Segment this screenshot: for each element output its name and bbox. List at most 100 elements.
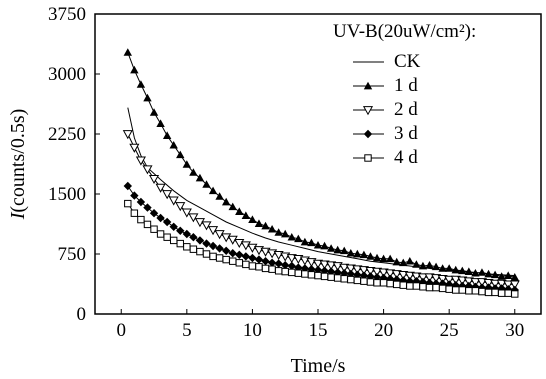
data-point — [163, 233, 171, 241]
data-point — [404, 271, 415, 281]
data-point — [255, 263, 263, 271]
data-point — [300, 237, 310, 246]
data-point — [181, 208, 192, 218]
data-point — [359, 250, 369, 259]
x-axis: 0 5 10 15 20 25 30 — [116, 309, 524, 341]
data-point — [445, 285, 453, 293]
data-point — [471, 269, 480, 277]
data-point — [182, 229, 192, 239]
data-point — [412, 282, 421, 290]
data-point — [312, 259, 324, 269]
data-point — [241, 211, 251, 219]
x-tick-label: 25 — [440, 320, 459, 341]
data-point — [406, 282, 414, 290]
data-point — [417, 273, 428, 283]
data-point — [228, 249, 237, 258]
data-point — [201, 221, 212, 231]
data-point — [188, 213, 199, 223]
data-point — [314, 271, 322, 280]
data-point — [136, 197, 146, 207]
data-point — [418, 261, 428, 270]
data-point — [182, 160, 192, 168]
data-point — [208, 186, 218, 195]
data-point — [261, 264, 270, 273]
data-point — [287, 233, 296, 241]
data-point — [248, 253, 257, 263]
data-point — [162, 217, 172, 227]
data-point — [176, 239, 184, 248]
data-point — [274, 228, 283, 236]
data-point — [391, 270, 402, 280]
data-point — [196, 247, 204, 256]
data-point — [392, 257, 401, 266]
data-point — [242, 260, 250, 269]
data-point — [222, 255, 230, 264]
legend-label: CK — [394, 51, 421, 72]
data-point — [194, 218, 205, 228]
data-point — [476, 278, 488, 288]
data-point — [248, 215, 257, 223]
legend-label: 4 d — [394, 147, 418, 168]
data-point — [143, 203, 152, 212]
x-tick-label: 5 — [182, 320, 192, 341]
data-point — [432, 283, 440, 292]
data-point — [149, 209, 159, 218]
data-point — [458, 286, 466, 294]
data-point — [202, 250, 211, 258]
data-point — [228, 202, 237, 211]
data-point — [247, 243, 258, 253]
data-point — [509, 280, 520, 290]
data-point — [431, 274, 442, 284]
data-point — [170, 236, 178, 245]
data-point — [162, 190, 173, 200]
y-tick-label: 2250 — [48, 124, 86, 145]
data-point — [195, 173, 205, 182]
data-point — [496, 279, 507, 289]
data-point — [208, 241, 218, 251]
data-point — [307, 271, 316, 279]
data-point — [478, 287, 486, 296]
data-point — [419, 283, 427, 291]
legend: UV-B(20uW/cm²): CK 1 d 2 d 3 d 4 d — [333, 21, 476, 168]
data-point — [333, 245, 342, 254]
x-tick-label: 20 — [374, 320, 393, 341]
y-tick-label: 0 — [77, 304, 87, 325]
data-point — [504, 271, 513, 279]
data-point — [241, 252, 251, 261]
legend-marker — [364, 154, 372, 162]
data-point — [274, 259, 283, 268]
data-point — [353, 276, 362, 285]
data-point — [248, 262, 257, 270]
data-point — [221, 246, 231, 255]
data-point — [345, 264, 356, 274]
data-point — [327, 273, 335, 281]
data-point — [385, 269, 396, 279]
data-point — [176, 226, 185, 235]
y-axis-title-unit: (counts/0.5s) — [7, 109, 29, 213]
data-point — [457, 276, 468, 286]
data-point — [254, 219, 264, 227]
data-point — [497, 272, 506, 280]
data-point — [234, 238, 245, 249]
data-point — [150, 225, 158, 233]
data-point — [393, 280, 401, 289]
data-point — [288, 268, 296, 277]
data-point — [320, 272, 329, 281]
data-point — [143, 220, 152, 229]
data-point — [301, 270, 309, 278]
data-point — [450, 275, 461, 285]
data-point — [268, 265, 276, 273]
data-point — [438, 264, 447, 272]
data-point — [491, 288, 499, 297]
data-point — [483, 278, 494, 289]
data-point — [319, 260, 330, 270]
data-point — [444, 275, 455, 285]
data-point — [189, 245, 198, 253]
data-point — [425, 261, 434, 269]
data-point — [195, 236, 205, 245]
data-point — [281, 229, 290, 238]
legend-marker — [363, 81, 373, 90]
data-point — [326, 261, 337, 271]
data-point — [438, 284, 447, 293]
